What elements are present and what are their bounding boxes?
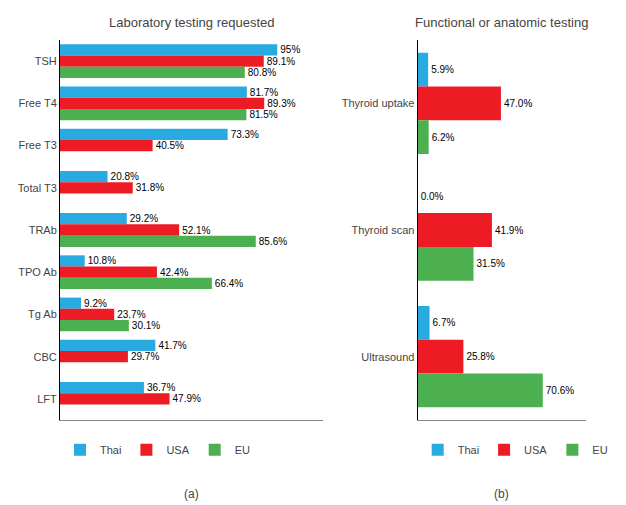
svg-text:42.4%: 42.4% [160, 267, 188, 278]
svg-text:9.2%: 9.2% [84, 298, 107, 309]
svg-text:89.1%: 89.1% [267, 56, 295, 67]
svg-text:0.0%: 0.0% [421, 191, 444, 202]
svg-text:USA: USA [166, 444, 189, 456]
svg-text:41.7%: 41.7% [158, 340, 186, 351]
svg-text:6.7%: 6.7% [433, 317, 456, 328]
svg-text:80.8%: 80.8% [248, 67, 276, 78]
svg-text:31.8%: 31.8% [136, 182, 164, 193]
svg-text:EU: EU [235, 444, 250, 456]
svg-text:USA: USA [524, 444, 547, 456]
svg-text:81.5%: 81.5% [249, 109, 277, 120]
svg-text:95%: 95% [280, 44, 300, 55]
svg-text:47.0%: 47.0% [504, 98, 532, 109]
svg-text:81.7%: 81.7% [250, 87, 278, 98]
svg-text:(b): (b) [494, 487, 509, 501]
svg-text:Thyroid uptake: Thyroid uptake [342, 97, 415, 109]
svg-text:20.8%: 20.8% [111, 171, 139, 182]
svg-text:6.2%: 6.2% [432, 132, 455, 143]
svg-text:89.3%: 89.3% [267, 98, 295, 109]
svg-text:23.7%: 23.7% [117, 309, 145, 320]
svg-text:Free T3: Free T3 [18, 139, 56, 151]
svg-text:Total T3: Total T3 [18, 182, 57, 194]
svg-text:Functional or anatomic testing: Functional or anatomic testing [415, 15, 588, 30]
svg-text:29.2%: 29.2% [130, 213, 158, 224]
svg-text:36.7%: 36.7% [147, 382, 175, 393]
svg-text:Thyroid scan: Thyroid scan [351, 224, 414, 236]
svg-text:85.6%: 85.6% [259, 236, 287, 247]
svg-text:Thai: Thai [100, 444, 121, 456]
svg-text:70.6%: 70.6% [546, 385, 574, 396]
svg-text:41.9%: 41.9% [495, 225, 523, 236]
svg-text:29.7%: 29.7% [131, 351, 159, 362]
svg-text:66.4%: 66.4% [215, 278, 243, 289]
svg-text:30.1%: 30.1% [132, 320, 160, 331]
svg-text:52.1%: 52.1% [182, 225, 210, 236]
svg-text:Tg Ab: Tg Ab [28, 308, 57, 320]
svg-text:LFT: LFT [37, 393, 57, 405]
svg-text:TPO Ab: TPO Ab [18, 266, 57, 278]
svg-text:5.9%: 5.9% [431, 64, 454, 75]
svg-text:(a): (a) [184, 487, 199, 501]
svg-text:10.8%: 10.8% [88, 255, 116, 266]
svg-text:73.3%: 73.3% [231, 129, 259, 140]
svg-text:Thai: Thai [458, 444, 479, 456]
svg-text:TSH: TSH [35, 55, 57, 67]
svg-text:Free T4: Free T4 [18, 97, 56, 109]
svg-text:40.5%: 40.5% [156, 140, 184, 151]
svg-text:47.9%: 47.9% [173, 393, 201, 404]
svg-text:Laboratory testing requested: Laboratory testing requested [109, 15, 275, 30]
svg-text:Ultrasound: Ultrasound [361, 351, 414, 363]
svg-text:CBC: CBC [34, 351, 57, 363]
svg-text:EU: EU [592, 444, 607, 456]
svg-text:TRAb: TRAb [29, 224, 57, 236]
svg-text:25.8%: 25.8% [466, 351, 494, 362]
svg-text:31.5%: 31.5% [476, 258, 504, 269]
